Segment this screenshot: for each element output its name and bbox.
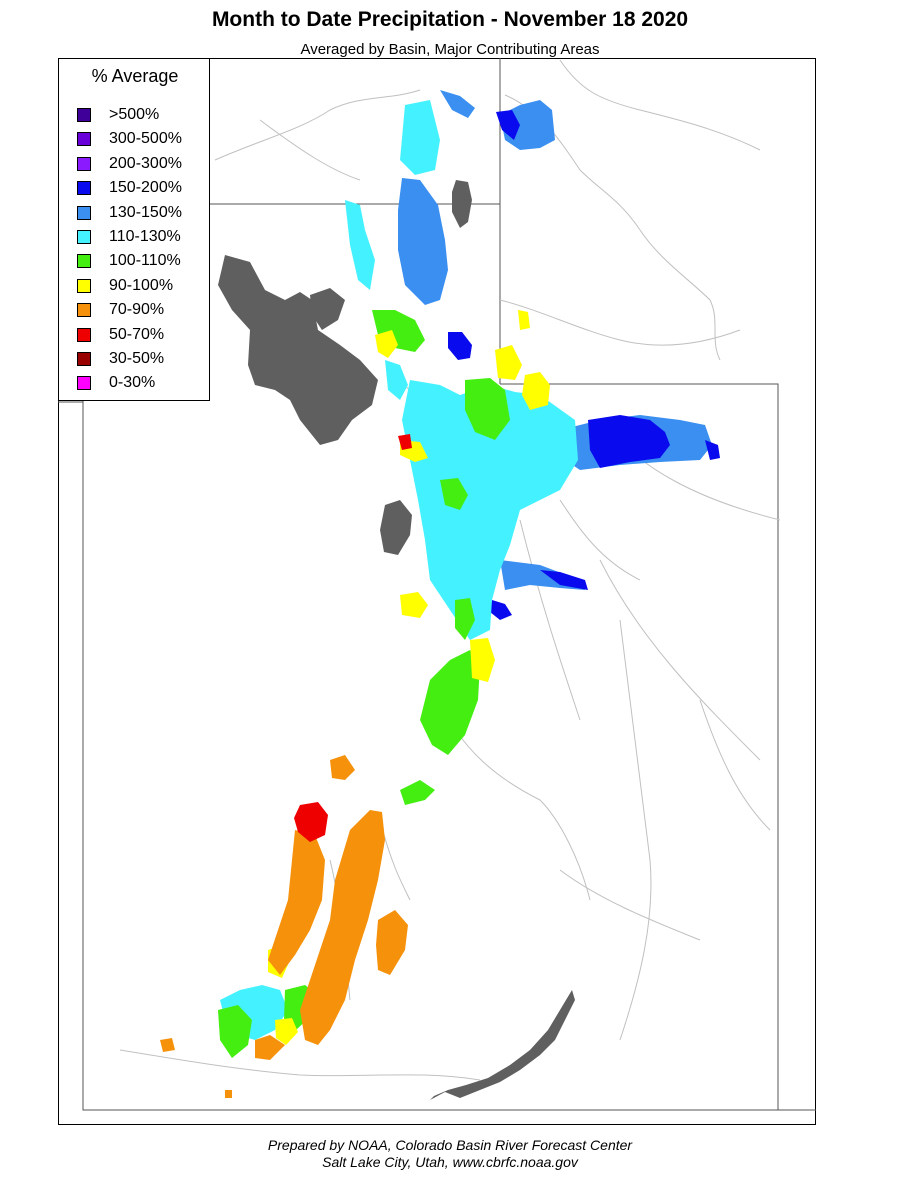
basin-sevier [300, 810, 385, 1045]
legend-item: 300-500% [77, 129, 182, 149]
legend-label: 70-90% [109, 301, 165, 319]
legend-item: 110-130% [77, 227, 181, 247]
legend-swatch [77, 132, 91, 147]
credit-line-1: Prepared by NOAA, Colorado Basin River F… [267, 1137, 633, 1153]
legend-swatch [77, 376, 91, 391]
credit-footer: Prepared by NOAA, Colorado Basin River F… [0, 1137, 900, 1171]
legend-label: 0-30% [109, 374, 156, 392]
legend-label: 90-100% [109, 276, 174, 294]
legend: % Average >500% 300-500% 200-300% 150-20… [58, 58, 210, 401]
precip-basins [160, 90, 720, 1098]
legend-item: >500% [77, 105, 159, 125]
legend-swatch [77, 181, 91, 196]
legend-label: 110-130% [109, 228, 181, 245]
legend-swatch [77, 254, 91, 269]
lake-powell [430, 990, 575, 1100]
legend-swatch [77, 230, 91, 244]
legend-item: 70-90% [77, 300, 164, 320]
basin-beaver [294, 802, 328, 842]
legend-swatch [77, 278, 91, 293]
legend-item: 30-50% [77, 349, 164, 369]
legend-label: 30-50% [109, 350, 165, 367]
utah-lake [380, 500, 412, 555]
basin-sanpete [420, 650, 480, 755]
legend-label: 300-500% [109, 130, 182, 148]
legend-label: 100-110% [109, 252, 181, 270]
bear-lake [452, 180, 472, 228]
basin-weber-ogden [372, 310, 425, 352]
legend-label: 130-150% [109, 203, 182, 221]
legend-item: 200-300% [77, 154, 182, 174]
credit-line-2: Salt Lake City, Utah, www.cbrfc.noaa.gov [322, 1154, 578, 1170]
legend-item: 150-200% [77, 178, 182, 198]
legend-swatch [77, 327, 91, 342]
legend-swatch [77, 352, 91, 366]
legend-label: >500% [109, 106, 160, 123]
legend-label: 150-200% [109, 179, 182, 197]
basin-wasatch [402, 380, 578, 640]
legend-swatch [77, 205, 91, 220]
legend-label: 50-70% [109, 325, 165, 343]
legend-title: % Average [91, 66, 179, 86]
legend-item: 100-110% [77, 251, 181, 271]
map-title: Month to Date Precipitation - November 1… [211, 8, 689, 31]
legend-label: 200-300% [109, 154, 182, 172]
legend-item: 130-150% [77, 203, 182, 223]
legend-item: 90-100% [77, 276, 173, 296]
basin-uinta-north [588, 415, 670, 468]
legend-item: 0-30% [77, 373, 155, 393]
map-subtitle: Averaged by Basin, Major Contributing Ar… [300, 41, 600, 58]
great-salt-lake [218, 255, 378, 445]
legend-item: 50-70% [77, 325, 164, 345]
legend-swatch [77, 303, 91, 318]
legend-swatch [77, 156, 91, 171]
legend-swatch [77, 108, 91, 122]
basin-bear-river [398, 178, 448, 305]
